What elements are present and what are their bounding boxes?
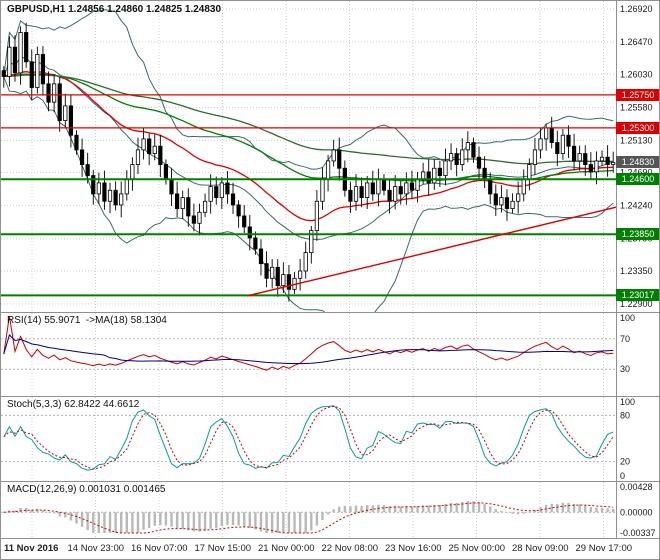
svg-text:1.23350: 1.23350: [620, 266, 653, 276]
time-axis-label: 14 Nov 23:00: [68, 543, 125, 554]
svg-text:0.00428: 0.00428: [620, 482, 653, 492]
svg-text:20: 20: [620, 457, 630, 467]
svg-text:30: 30: [620, 364, 630, 374]
rsi-label: RSI(14) 55.9071 ->MA(18) 58.1304: [7, 315, 167, 326]
svg-text:80: 80: [620, 410, 630, 420]
macd-label: MACD(12,26,9) 0.001031 0.001465: [7, 484, 165, 495]
time-axis-label: 17 Nov 15:00: [195, 543, 252, 554]
price-level-badge: 1.25750: [616, 89, 660, 101]
time-axis-label: 21 Nov 00:00: [258, 543, 315, 554]
svg-text:1.26030: 1.26030: [620, 69, 653, 79]
price-level-badge: 1.25300: [616, 122, 660, 134]
price-level-badge: 1.23017: [616, 289, 660, 301]
ascending-trendline[interactable]: [247, 207, 616, 296]
candlesticks: [2, 23, 615, 302]
time-axis-label: 28 Nov 09:00: [512, 543, 569, 554]
stochastic-label: Stoch(5,3,3) 62.8422 44.6612: [7, 399, 139, 410]
time-axis-label: 29 Nov 17:00: [576, 543, 633, 554]
svg-text:1.25580: 1.25580: [620, 102, 653, 112]
svg-text:100: 100: [620, 313, 635, 323]
svg-text:1.26920: 1.26920: [620, 4, 653, 14]
time-axis-label: 16 Nov 07:00: [131, 543, 188, 554]
time-axis-label: 22 Nov 08:00: [322, 543, 379, 554]
time-axis-label: 25 Nov 00:00: [449, 543, 506, 554]
main-price-panel[interactable]: 1.26920 1.26470 1.26030 1.25580 1.25130 1.246…: [1, 1, 660, 312]
grid: [1, 1, 616, 312]
svg-text:100: 100: [620, 397, 635, 407]
svg-text:1.26470: 1.26470: [620, 37, 653, 47]
price-level-badge: 1.24600: [616, 173, 660, 185]
svg-text:0.00000: 0.00000: [620, 507, 653, 517]
time-axis-label: 23 Nov 16:00: [385, 543, 442, 554]
price-level-badge: 1.24830: [616, 156, 660, 168]
trading-chart-window: 1.26920 1.26470 1.26030 1.25580 1.25130 1.246…: [0, 0, 660, 560]
svg-text:1.25130: 1.25130: [620, 135, 653, 145]
svg-text:0: 0: [620, 471, 625, 481]
macd-histogram: [3, 501, 615, 533]
time-axis-label: 11 Nov 2016: [4, 543, 58, 554]
price-level-badge: 1.23850: [616, 228, 660, 240]
macd-signal-line: [4, 503, 613, 533]
symbol-ohlc-title: GBPUSD,H1 1.24856 1.24860 1.24825 1.2483…: [7, 4, 221, 15]
svg-text:-0.00337: -0.00337: [620, 528, 656, 538]
svg-text:70: 70: [620, 334, 630, 344]
time-axis: 11 Nov 2016 14 Nov 23:00 16 Nov 07:00 17 No…: [1, 538, 660, 560]
svg-text:1.24240: 1.24240: [620, 201, 653, 211]
